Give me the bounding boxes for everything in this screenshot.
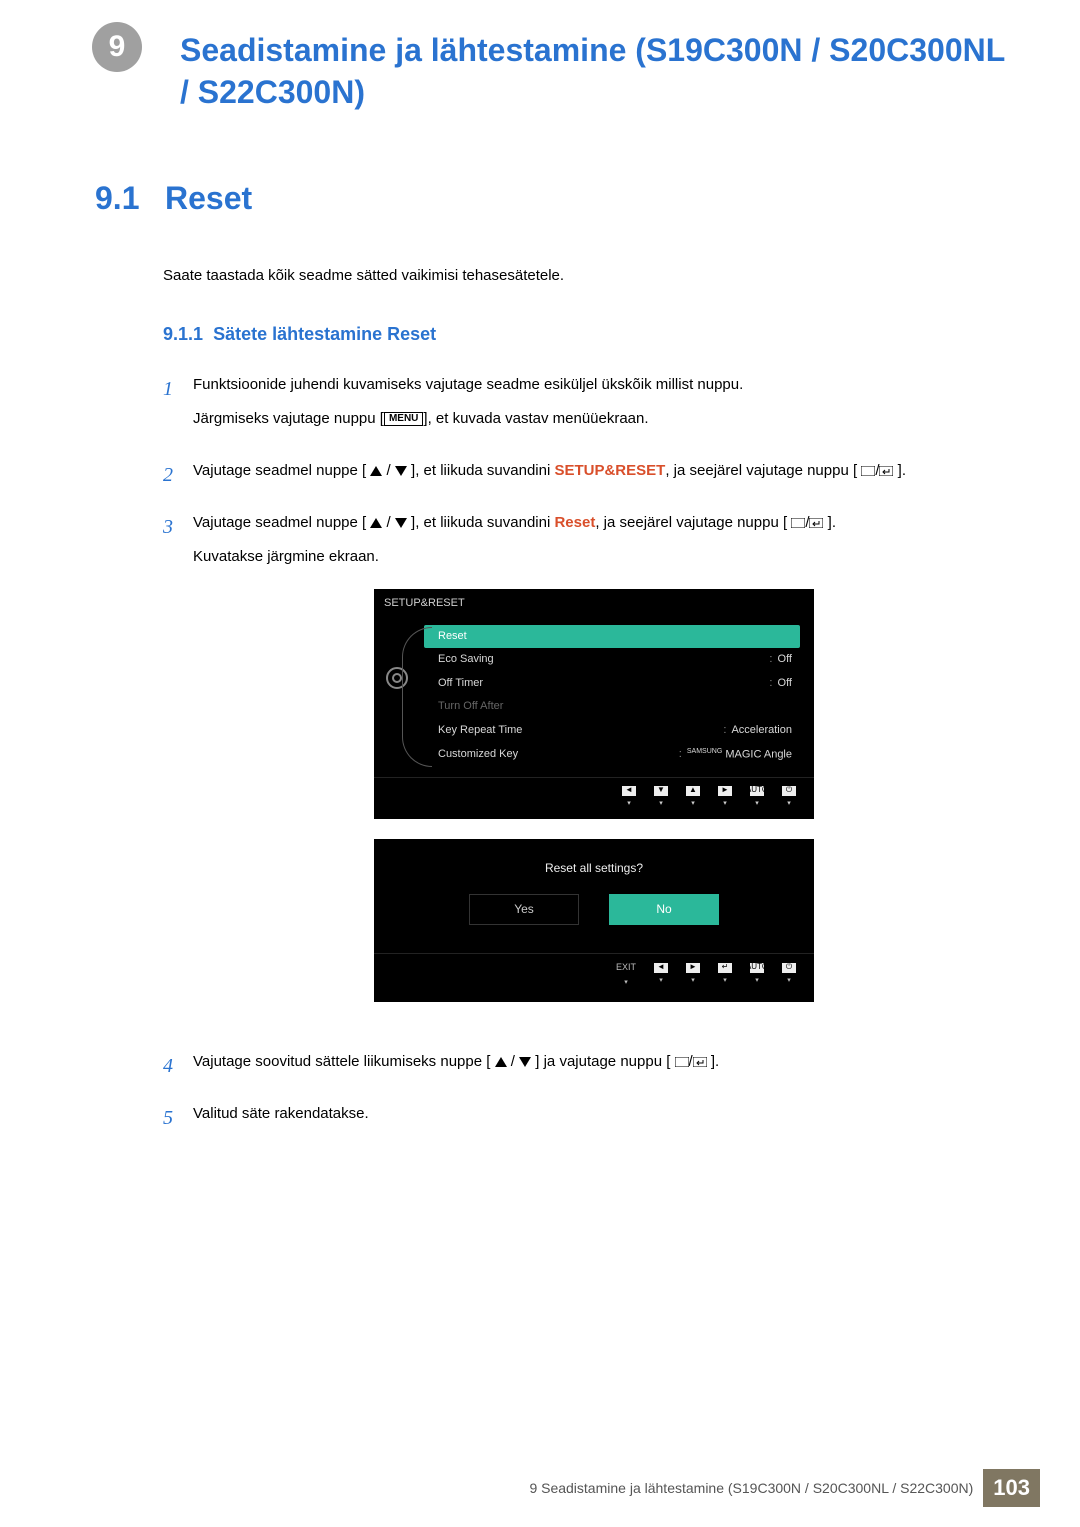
text-fragment: ]. — [828, 514, 836, 531]
osd-row-label: Customized Key — [438, 746, 518, 764]
osd-row: Off Timer Off — [424, 672, 800, 696]
step-number: 1 — [163, 373, 193, 441]
source-icon — [675, 1057, 689, 1067]
osd-footer: EXIT▾ ◄▾ ►▾ ↵▾ AUTO▾ ⏻▾ — [374, 953, 814, 996]
osd-arc-decoration — [402, 627, 432, 767]
text-fragment: , ja seejärel vajutage nuppu [ — [665, 462, 857, 479]
text-fragment: ] ja vajutage nuppu [ — [535, 1053, 670, 1070]
osd-confirm-dialog: Reset all settings? Yes No EXIT▾ ◄▾ ►▾ ↵▾ AU… — [374, 839, 814, 1002]
step-text: Kuvatakse järgmine ekraan. — [193, 545, 995, 569]
subsection-heading: 9.1.1 Sätete lähtestamine Reset — [163, 324, 995, 345]
triangle-up-icon — [370, 518, 382, 528]
text-fragment: ], et kuvada vastav menüüekraan. — [423, 410, 648, 427]
osd-footer-button: ▲▾ — [686, 786, 700, 809]
triangle-up-icon — [370, 466, 382, 476]
source-icon — [861, 466, 875, 476]
chapter-number-badge: 9 — [92, 22, 142, 72]
triangle-down-icon — [395, 466, 407, 476]
osd-row-value: SAMSUNG MAGIC Angle — [679, 746, 792, 764]
page-number: 103 — [983, 1469, 1040, 1507]
osd-footer-button: AUTO▾ — [750, 786, 764, 809]
osd-row: Customized Key SAMSUNG MAGIC Angle — [424, 743, 800, 767]
osd-row-value: Acceleration — [723, 722, 792, 740]
step-text: Järgmiseks vajutage nuppu [MENU], et kuv… — [193, 407, 995, 431]
source-icon — [791, 518, 805, 528]
subsection-title: Sätete lähtestamine Reset — [213, 324, 436, 344]
osd-footer-button: ◄▾ — [622, 786, 636, 809]
step-5: 5 Valitud säte rakendatakse. — [163, 1102, 995, 1136]
osd-row-value: Off — [769, 675, 792, 693]
osd-row: Turn Off After — [424, 695, 800, 719]
page-content: 9.1Reset Saate taastada kõik seadme sätt… — [95, 180, 995, 1154]
osd-footer-button: ↵▾ — [718, 963, 732, 986]
section-number: 9.1 — [95, 180, 165, 217]
subsection-number: 9.1.1 — [163, 324, 203, 344]
osd-footer-exit: EXIT▾ — [616, 960, 636, 988]
osd-footer-button: ►▾ — [718, 786, 732, 809]
text-fragment: Järgmiseks vajutage nuppu [ — [193, 410, 384, 427]
osd-footer: ◄▾ ▼▾ ▲▾ ►▾ AUTO▾ ⏻▾ — [374, 777, 814, 813]
osd-footer-button: ⏻▾ — [782, 786, 796, 809]
triangle-down-icon — [395, 518, 407, 528]
triangle-down-icon — [519, 1057, 531, 1067]
step-text: Vajutage seadmel nuppe [ / ], et liikuda… — [193, 459, 995, 483]
osd-menu-setup-reset: SETUP&RESET ResetEco SavingOffOff TimerO… — [374, 589, 814, 819]
intro-text: Saate taastada kõik seadme sätted vaikim… — [163, 267, 995, 284]
osd-row-label: Turn Off After — [438, 698, 503, 716]
step-number: 4 — [163, 1050, 193, 1084]
enter-icon — [809, 518, 823, 528]
step-text: Vajutage seadmel nuppe [ / ], et liikuda… — [193, 511, 995, 535]
step-2: 2 Vajutage seadmel nuppe [ / ], et liiku… — [163, 459, 995, 493]
text-fragment: ], et liikuda suvandini — [411, 462, 554, 479]
text-fragment: Vajutage seadmel nuppe [ — [193, 462, 366, 479]
steps-list: 1 Funktsioonide juhendi kuvamiseks vajut… — [163, 373, 995, 1136]
step-3: 3 Vajutage seadmel nuppe [ / ], et liiku… — [163, 511, 995, 1032]
text-fragment: , ja seejärel vajutage nuppu [ — [595, 514, 787, 531]
step-text: Vajutage soovitud sättele liikumiseks nu… — [193, 1050, 995, 1074]
step-text: Valitud säte rakendatakse. — [193, 1102, 995, 1126]
osd-screenshots: SETUP&RESET ResetEco SavingOffOff TimerO… — [193, 589, 995, 1002]
enter-icon — [879, 466, 893, 476]
osd-footer-button: ◄▾ — [654, 963, 668, 986]
osd-row-label: Off Timer — [438, 675, 483, 693]
osd-footer-button: ▼▾ — [654, 786, 668, 809]
section-title: Reset — [165, 180, 252, 216]
text-fragment: ], et liikuda suvandini — [411, 514, 554, 531]
step-4: 4 Vajutage soovitud sättele liikumiseks … — [163, 1050, 995, 1084]
osd-prompt: Reset all settings? — [384, 859, 804, 878]
osd-row-label: Reset — [438, 628, 467, 646]
chapter-title: Seadistamine ja lähtestamine (S19C300N /… — [180, 30, 1020, 113]
text-fragment: Vajutage seadmel nuppe [ — [193, 514, 366, 531]
text-fragment: ]. — [898, 462, 906, 479]
osd-footer-button: ⏻▾ — [782, 963, 796, 986]
osd-row: Key Repeat Time Acceleration — [424, 719, 800, 743]
choice-yes: Yes — [469, 894, 579, 925]
osd-row-label: Key Repeat Time — [438, 722, 522, 740]
choice-no: No — [609, 894, 719, 925]
osd-footer-button: AUTO▾ — [750, 963, 764, 986]
step-number: 5 — [163, 1102, 193, 1136]
keyword-setup-reset: SETUP&RESET — [554, 462, 665, 479]
step-text: Funktsioonide juhendi kuvamiseks vajutag… — [193, 373, 995, 397]
enter-icon — [693, 1057, 707, 1067]
footer-text: 9 Seadistamine ja lähtestamine (S19C300N… — [529, 1480, 973, 1496]
osd-row-label: Eco Saving — [438, 651, 494, 669]
osd-row-value: Off — [769, 651, 792, 669]
section-heading: 9.1Reset — [95, 180, 995, 217]
triangle-up-icon — [495, 1057, 507, 1067]
menu-button-label: MENU — [384, 412, 423, 426]
osd-row: Reset — [424, 625, 800, 649]
step-number: 2 — [163, 459, 193, 493]
osd-footer-button: ►▾ — [686, 963, 700, 986]
text-fragment: Vajutage soovitud sättele liikumiseks nu… — [193, 1053, 490, 1070]
osd-row: Eco Saving Off — [424, 648, 800, 672]
page-footer: 9 Seadistamine ja lähtestamine (S19C300N… — [40, 1469, 1040, 1507]
step-1: 1 Funktsioonide juhendi kuvamiseks vajut… — [163, 373, 995, 441]
text-fragment: ]. — [711, 1053, 719, 1070]
keyword-reset: Reset — [554, 514, 595, 531]
step-number: 3 — [163, 511, 193, 1032]
osd-title: SETUP&RESET — [374, 589, 814, 619]
